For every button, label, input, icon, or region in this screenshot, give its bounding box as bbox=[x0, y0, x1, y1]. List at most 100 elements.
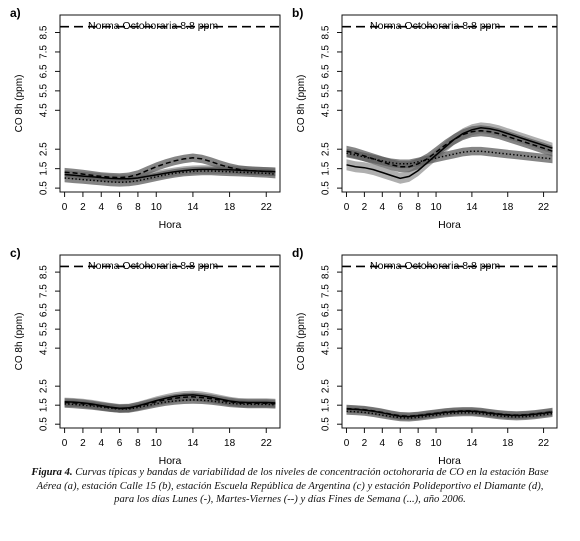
x-tick-label: 8 bbox=[135, 438, 141, 449]
series-line-dashed bbox=[64, 157, 276, 179]
y-tick-label: 7.5 bbox=[321, 284, 332, 298]
variability-band bbox=[346, 407, 553, 422]
x-tick-label: 22 bbox=[538, 202, 550, 213]
x-tick-label: 8 bbox=[135, 202, 141, 213]
chart-panel: b) Norma Octohoraria 8.8 ppm 0.5 1.5 2.5 4.5 5… bbox=[292, 6, 558, 231]
x-tick-label: 18 bbox=[224, 438, 236, 449]
series-line-dotted bbox=[346, 150, 553, 165]
x-tick-label: 4 bbox=[98, 438, 104, 449]
x-tick-label: 8 bbox=[415, 438, 421, 449]
variability-band bbox=[346, 146, 553, 169]
x-tick-label: 2 bbox=[80, 438, 86, 449]
y-tick-label: 0.5 bbox=[39, 181, 50, 195]
panel-label: d) bbox=[292, 246, 303, 260]
caption-text: Curvas típicas y bandas de variabilidad … bbox=[36, 467, 549, 506]
y-tick-label: 7.5 bbox=[39, 45, 50, 59]
y-tick-label: 6.5 bbox=[321, 64, 332, 78]
y-tick-label: 2.5 bbox=[39, 379, 50, 393]
x-tick-label: 10 bbox=[431, 438, 443, 449]
y-axis-title: CO 8h (ppm) bbox=[14, 313, 25, 371]
plot-frame bbox=[341, 14, 558, 193]
chart-panel: c) Norma Octohoraria 8.8 ppm 0.5 1.5 2.5 4.5 5… bbox=[10, 246, 281, 467]
reference-line-label: Norma Octohoraria 8.8 ppm bbox=[370, 20, 500, 32]
x-tick-label: 2 bbox=[362, 438, 368, 449]
x-tick-label: 22 bbox=[261, 202, 273, 213]
plot-frame bbox=[59, 14, 281, 193]
y-tick-label: 4.5 bbox=[39, 341, 50, 355]
y-tick-label: 5.5 bbox=[39, 322, 50, 336]
y-tick-label: 1.5 bbox=[39, 398, 50, 412]
y-tick-label: 0.5 bbox=[321, 181, 332, 195]
y-tick-label: 1.5 bbox=[321, 161, 332, 175]
y-axis-title: CO 8h (ppm) bbox=[14, 75, 25, 133]
y-axis-title: CO 8h (ppm) bbox=[296, 313, 307, 371]
variability-band bbox=[64, 153, 276, 182]
x-tick-label: 6 bbox=[117, 202, 123, 213]
x-tick-label: 6 bbox=[397, 202, 403, 213]
x-tick-label: 18 bbox=[502, 438, 514, 449]
y-tick-label: 8.5 bbox=[321, 265, 332, 279]
x-tick-label: 0 bbox=[344, 438, 350, 449]
y-tick-label: 8.5 bbox=[39, 25, 50, 39]
caption-label: Figura 4. bbox=[31, 467, 73, 478]
x-tick-label: 4 bbox=[380, 202, 386, 213]
y-tick-label: 5.5 bbox=[321, 322, 332, 336]
y-tick-label: 4.5 bbox=[321, 341, 332, 355]
x-axis-title: Hora bbox=[438, 219, 461, 231]
x-tick-label: 14 bbox=[187, 438, 199, 449]
figure-panels: a) Norma Octohoraria 8.8 ppm 0.5 1.5 2.5 4.5 5… bbox=[10, 6, 558, 467]
x-tick-label: 14 bbox=[466, 202, 478, 213]
y-tick-label: 6.5 bbox=[39, 64, 50, 78]
reference-line-label: Norma Octohoraria 8.8 ppm bbox=[370, 260, 500, 272]
series-line-dashed bbox=[346, 407, 553, 417]
chart-panel: a) Norma Octohoraria 8.8 ppm 0.5 1.5 2.5 4.5 5… bbox=[10, 6, 281, 231]
plot-frame bbox=[59, 254, 281, 429]
y-tick-label: 0.5 bbox=[39, 417, 50, 431]
x-tick-label: 14 bbox=[466, 438, 478, 449]
y-tick-label: 4.5 bbox=[39, 103, 50, 117]
y-tick-label: 7.5 bbox=[321, 45, 332, 59]
x-tick-label: 4 bbox=[98, 202, 104, 213]
x-tick-label: 10 bbox=[151, 438, 163, 449]
variability-band bbox=[346, 125, 553, 173]
x-tick-label: 22 bbox=[261, 438, 273, 449]
y-tick-label: 6.5 bbox=[39, 303, 50, 317]
y-tick-label: 7.5 bbox=[39, 284, 50, 298]
x-tick-label: 8 bbox=[415, 202, 421, 213]
y-tick-label: 8.5 bbox=[321, 25, 332, 39]
series-line-solid bbox=[346, 127, 553, 180]
x-tick-label: 0 bbox=[344, 202, 350, 213]
x-tick-label: 10 bbox=[431, 202, 443, 213]
y-tick-label: 4.5 bbox=[321, 103, 332, 117]
x-tick-label: 2 bbox=[362, 202, 368, 213]
y-tick-label: 2.5 bbox=[39, 142, 50, 156]
x-tick-label: 22 bbox=[538, 438, 550, 449]
y-tick-label: 2.5 bbox=[321, 142, 332, 156]
figure-caption: Figura 4. Curvas típicas y bandas de var… bbox=[30, 466, 550, 507]
panel-label: c) bbox=[10, 246, 21, 260]
x-axis-title: Hora bbox=[438, 455, 461, 467]
y-axis-title: CO 8h (ppm) bbox=[296, 75, 307, 133]
y-tick-label: 1.5 bbox=[321, 398, 332, 412]
plot-frame bbox=[341, 254, 558, 429]
x-tick-label: 18 bbox=[502, 202, 514, 213]
x-tick-label: 18 bbox=[224, 202, 236, 213]
x-tick-label: 0 bbox=[62, 438, 68, 449]
x-axis-title: Hora bbox=[159, 219, 182, 231]
y-tick-label: 2.5 bbox=[321, 379, 332, 393]
y-tick-label: 6.5 bbox=[321, 303, 332, 317]
reference-line-label: Norma Octohoraria 8.8 ppm bbox=[88, 20, 218, 32]
panel-label: a) bbox=[10, 6, 21, 20]
y-tick-label: 8.5 bbox=[39, 265, 50, 279]
reference-line-label: Norma Octohoraria 8.8 ppm bbox=[88, 260, 218, 272]
x-tick-label: 6 bbox=[117, 438, 123, 449]
x-tick-label: 2 bbox=[80, 202, 86, 213]
chart-panel: d) Norma Octohoraria 8.8 ppm 0.5 1.5 2.5 4.5 5… bbox=[292, 246, 558, 467]
y-tick-label: 0.5 bbox=[321, 417, 332, 431]
y-tick-label: 1.5 bbox=[39, 161, 50, 175]
x-tick-label: 4 bbox=[380, 438, 386, 449]
x-axis-title: Hora bbox=[159, 455, 182, 467]
series-line-dashed bbox=[346, 129, 553, 168]
y-tick-label: 5.5 bbox=[39, 83, 50, 97]
x-tick-label: 10 bbox=[151, 202, 163, 213]
